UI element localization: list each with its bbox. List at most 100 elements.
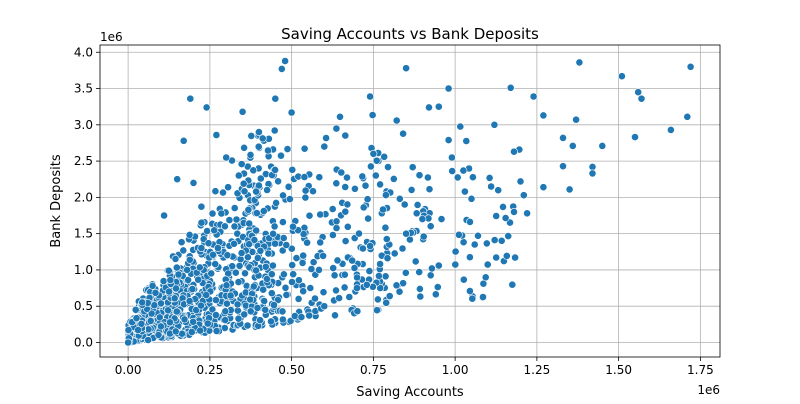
data-point: [252, 266, 260, 275]
data-point: [467, 194, 476, 203]
data-point: [259, 207, 268, 215]
data-point: [335, 294, 343, 302]
data-point: [253, 303, 262, 312]
data-point: [332, 286, 340, 295]
data-point: [499, 202, 507, 211]
data-point: [350, 264, 359, 272]
data-point: [160, 211, 168, 220]
data-point: [237, 249, 246, 257]
data-point: [332, 124, 341, 133]
data-point: [511, 253, 519, 262]
data-point: [470, 240, 479, 249]
data-point: [401, 268, 410, 277]
data-point: [434, 102, 443, 111]
data-point: [196, 326, 205, 335]
data-point: [337, 168, 346, 177]
data-point: [212, 131, 221, 139]
data-point: [279, 191, 287, 200]
data-point: [572, 115, 580, 124]
data-point: [336, 112, 344, 121]
data-point: [309, 258, 318, 267]
y-tick-label: 3.0: [74, 118, 93, 132]
data-point: [340, 283, 349, 292]
data-point: [192, 306, 201, 314]
data-point: [301, 186, 310, 195]
data-point: [185, 297, 194, 305]
data-point: [246, 307, 255, 316]
data-point: [252, 226, 261, 235]
data-point: [286, 316, 295, 325]
data-point: [195, 263, 204, 272]
data-point: [459, 166, 468, 175]
data-point: [423, 173, 432, 182]
y-tick-label: 4.0: [74, 45, 93, 59]
data-point: [372, 156, 381, 165]
data-point: [361, 181, 370, 190]
data-point: [494, 186, 503, 195]
data-point: [316, 210, 325, 219]
data-point: [371, 171, 380, 180]
data-point: [170, 294, 179, 303]
data-point: [240, 187, 249, 196]
data-point: [474, 231, 482, 240]
data-point: [137, 319, 146, 328]
data-point: [217, 209, 226, 218]
x-tick-label: 1.25: [524, 363, 551, 377]
data-point: [637, 94, 646, 103]
data-point: [285, 195, 294, 203]
data-point: [258, 134, 267, 143]
data-point: [234, 278, 243, 286]
data-point: [390, 249, 399, 258]
x-tick-label: 1.75: [687, 363, 714, 377]
data-point: [177, 238, 186, 247]
data-point: [416, 292, 425, 301]
data-point: [157, 299, 165, 308]
data-point: [395, 194, 404, 203]
data-point: [568, 141, 577, 150]
data-point: [362, 280, 371, 289]
data-point: [433, 283, 442, 291]
data-point: [164, 266, 173, 275]
data-point: [539, 111, 548, 120]
data-point: [516, 177, 525, 186]
data-point: [492, 253, 501, 262]
data-point: [243, 321, 252, 330]
data-point: [155, 313, 164, 322]
data-point: [415, 171, 424, 180]
y-tick-label: 2.0: [74, 190, 93, 204]
data-point: [256, 246, 265, 255]
data-point: [373, 295, 382, 304]
data-point: [297, 313, 306, 321]
data-point: [380, 152, 389, 161]
data-point: [332, 179, 341, 188]
data-point: [211, 260, 220, 268]
data-point: [389, 174, 398, 183]
data-point: [245, 240, 253, 249]
data-point: [197, 218, 206, 227]
data-point: [289, 222, 297, 231]
data-point: [353, 307, 362, 316]
data-point: [686, 62, 695, 71]
data-point: [185, 230, 194, 239]
data-point: [292, 254, 301, 262]
data-point: [194, 275, 203, 284]
data-point: [427, 264, 436, 273]
data-point: [523, 209, 531, 218]
data-point: [358, 244, 367, 253]
data-point: [381, 272, 390, 281]
data-point: [307, 265, 316, 273]
data-point: [271, 165, 279, 174]
data-point: [261, 262, 270, 271]
data-point: [328, 205, 337, 213]
data-point: [329, 264, 338, 272]
data-point: [504, 232, 513, 240]
data-point: [274, 177, 282, 186]
data-point: [278, 218, 287, 226]
data-point: [411, 257, 420, 266]
data-point: [235, 261, 244, 270]
data-point: [506, 83, 515, 92]
data-point: [237, 160, 246, 168]
data-point: [124, 326, 133, 334]
data-point: [261, 305, 270, 314]
data-point: [233, 300, 242, 309]
